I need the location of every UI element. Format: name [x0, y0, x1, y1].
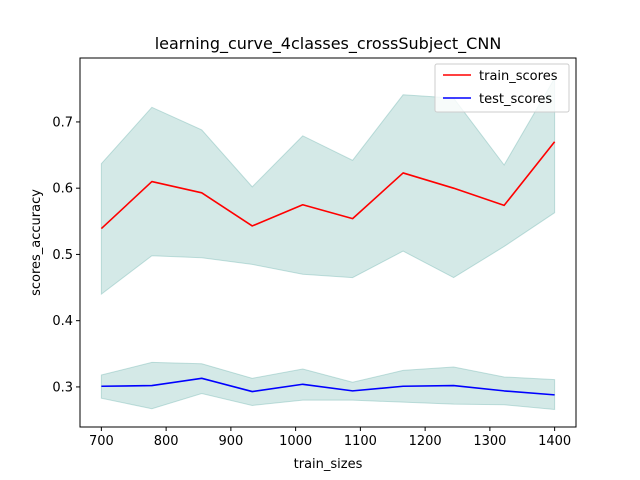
plot-area-frame	[79, 57, 577, 428]
y-tick-label: 0.3	[52, 380, 73, 395]
chart-title: learning_curve_4classes_crossSubject_CNN	[155, 34, 502, 54]
x-tick-label: 800	[154, 434, 179, 449]
x-axis-ticks: 700 800 900 1000 1100 1200 1300 1400	[89, 427, 571, 449]
legend-label-test-scores: test_scores	[479, 92, 552, 107]
x-tick-label: 1200	[409, 434, 442, 449]
x-tick-label: 1300	[473, 434, 506, 449]
y-axis-label: scores_accuracy	[29, 189, 44, 296]
confidence-bands	[100, 76, 556, 410]
y-axis-ticks: 0.3 0.4 0.5 0.6 0.7	[52, 115, 80, 395]
y-tick-label: 0.4	[52, 314, 73, 329]
line-train-scores	[100, 141, 556, 230]
legend-label-train-scores: train_scores	[479, 69, 558, 84]
x-tick-label: 1100	[344, 434, 377, 449]
legend-frame	[434, 63, 570, 113]
band-train-scores	[100, 76, 556, 296]
x-axis-label: train_sizes	[294, 457, 363, 472]
x-tick-label: 1400	[538, 434, 571, 449]
series-lines	[100, 141, 556, 396]
x-tick-label: 1000	[279, 434, 312, 449]
y-tick-label: 0.6	[52, 182, 73, 197]
band-test-scores	[100, 361, 556, 410]
legend: train_scores test_scores	[434, 63, 570, 113]
y-tick-label: 0.5	[52, 248, 73, 263]
y-tick-label: 0.7	[52, 115, 73, 130]
line-test-scores	[101, 377, 555, 396]
x-tick-label: 700	[89, 434, 114, 449]
x-tick-label: 900	[218, 434, 243, 449]
